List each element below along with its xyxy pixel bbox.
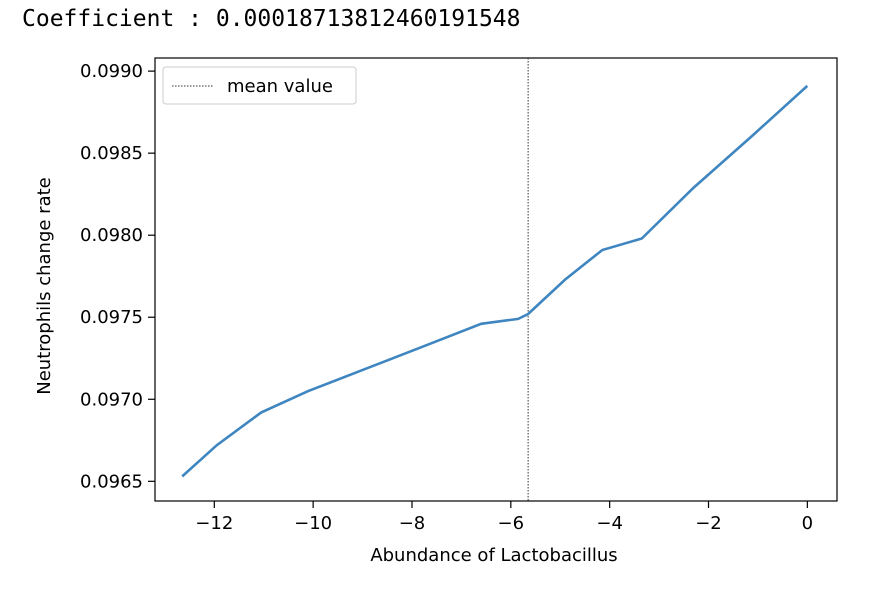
legend: mean value xyxy=(162,66,357,105)
y-tick-label: 0.0975 xyxy=(80,307,143,328)
x-axis-ticks: −12 −10 −8 −6 −4 −2 0 xyxy=(195,501,813,534)
y-tick-label: 0.0965 xyxy=(80,471,143,492)
y-axis-ticks: 0.0965 0.0970 0.0975 0.0980 0.0985 0.0990 xyxy=(80,61,155,492)
y-tick-label: 0.0985 xyxy=(80,143,143,164)
series-line xyxy=(181,84,809,478)
y-tick-label: 0.0980 xyxy=(80,225,143,246)
x-tick-label: −2 xyxy=(695,513,722,534)
x-tick-label: −12 xyxy=(195,513,233,534)
x-tick-label: 0 xyxy=(802,513,813,534)
x-tick-label: −10 xyxy=(294,513,332,534)
x-axis-label: Abundance of Lactobacillus xyxy=(370,545,617,566)
y-axis-label: Neutrophils change rate xyxy=(34,177,55,395)
coefficient-text: Coefficient : 0.00018713812460191548 xyxy=(22,6,521,32)
legend-box xyxy=(162,66,357,105)
x-tick-label: −8 xyxy=(399,513,426,534)
x-tick-label: −6 xyxy=(498,513,525,534)
x-tick-label: −4 xyxy=(596,513,623,534)
plot-frame xyxy=(154,57,838,502)
y-tick-label: 0.0990 xyxy=(80,61,143,82)
y-tick-label: 0.0970 xyxy=(80,389,143,410)
legend-label: mean value xyxy=(227,76,333,97)
